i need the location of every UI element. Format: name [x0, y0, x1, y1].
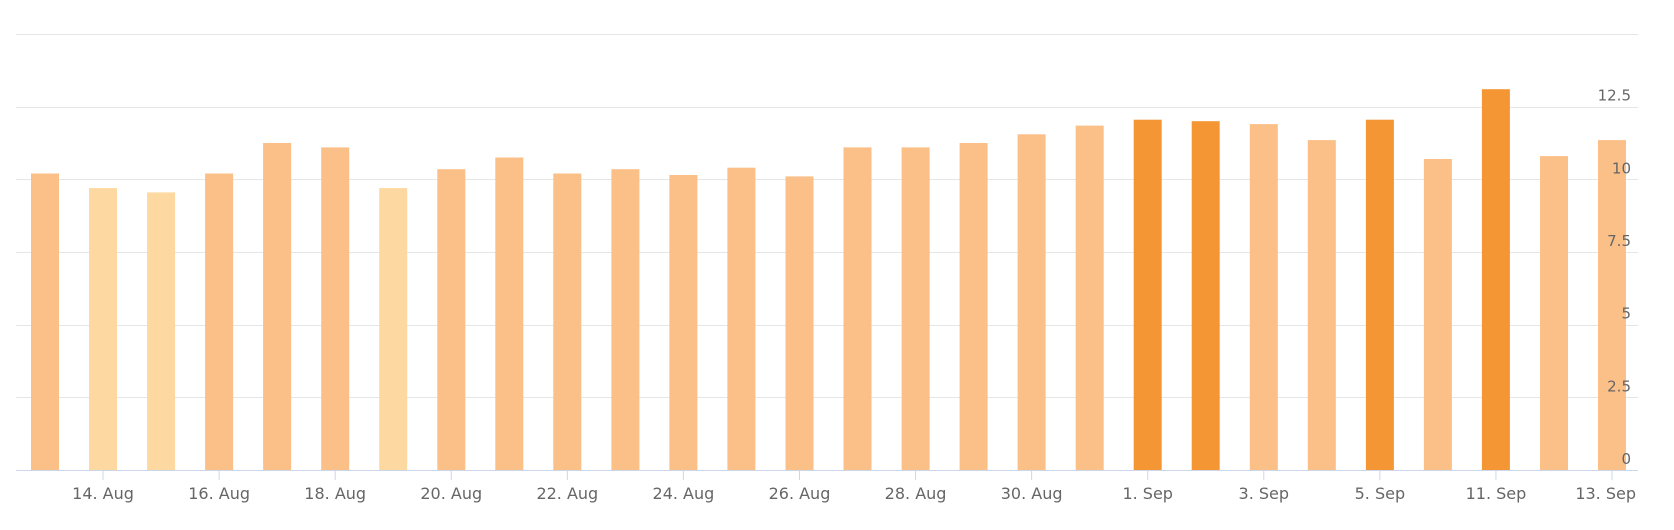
bar[interactable]: [727, 167, 756, 470]
bar[interactable]: [263, 143, 292, 470]
x-tick-label: 22. Aug: [536, 484, 598, 503]
bar[interactable]: [1540, 156, 1568, 470]
x-tick-label: 30. Aug: [1001, 484, 1063, 503]
bar[interactable]: [1075, 125, 1104, 470]
y-tick-label: 7.5: [1607, 232, 1631, 250]
bar[interactable]: [379, 188, 408, 470]
x-tick-label: 28. Aug: [885, 484, 947, 503]
x-tick-label: 5. Sep: [1355, 484, 1406, 503]
bar[interactable]: [1307, 140, 1336, 470]
x-tick-label: 18. Aug: [304, 484, 366, 503]
x-tick-label: 14. Aug: [72, 484, 134, 503]
bar[interactable]: [843, 147, 872, 470]
bar[interactable]: [495, 157, 524, 471]
x-tick-label: 11. Sep: [1466, 484, 1527, 503]
x-tick-label: 1. Sep: [1122, 484, 1173, 503]
x-tick-label: 13. Sep: [1575, 484, 1636, 503]
bar[interactable]: [89, 188, 117, 470]
bar[interactable]: [1423, 159, 1452, 470]
bar[interactable]: [669, 175, 698, 470]
bar[interactable]: [147, 192, 176, 470]
bar[interactable]: [31, 173, 59, 471]
x-tick-label: 16. Aug: [188, 484, 250, 503]
x-axis-labels: 14. Aug 16. Aug 18. Aug 20. Aug 22. Aug 24. A…: [72, 484, 1636, 503]
bar[interactable]: [611, 169, 640, 470]
bar[interactable]: [1481, 89, 1510, 470]
bar[interactable]: [437, 169, 466, 470]
bar[interactable]: [901, 147, 930, 470]
bar[interactable]: [1365, 119, 1394, 470]
bar[interactable]: [1598, 140, 1626, 470]
bar[interactable]: [321, 147, 350, 470]
y-tick-label: 0: [1621, 450, 1631, 468]
bar[interactable]: [553, 173, 582, 471]
bar-series: [31, 89, 1626, 471]
y-axis-labels: 0 2.5 5 7.5 10 12.5: [1598, 87, 1631, 468]
x-tick-label: 24. Aug: [653, 484, 715, 503]
x-tick-label: 26. Aug: [769, 484, 831, 503]
x-axis: [16, 470, 1638, 480]
y-tick-label: 12.5: [1598, 87, 1631, 105]
bar[interactable]: [1191, 121, 1220, 470]
grid-lines: [16, 34, 1638, 398]
bar[interactable]: [1133, 119, 1162, 470]
y-tick-label: 2.5: [1607, 377, 1631, 395]
bar[interactable]: [785, 176, 814, 470]
x-tick-label: 20. Aug: [420, 484, 482, 503]
bar[interactable]: [205, 173, 234, 471]
bar[interactable]: [1017, 134, 1046, 471]
x-tick-label: 3. Sep: [1239, 484, 1290, 503]
bar[interactable]: [1249, 124, 1278, 470]
y-tick-label: 5: [1621, 305, 1631, 323]
bar[interactable]: [959, 143, 988, 470]
y-tick-label: 10: [1612, 159, 1631, 177]
